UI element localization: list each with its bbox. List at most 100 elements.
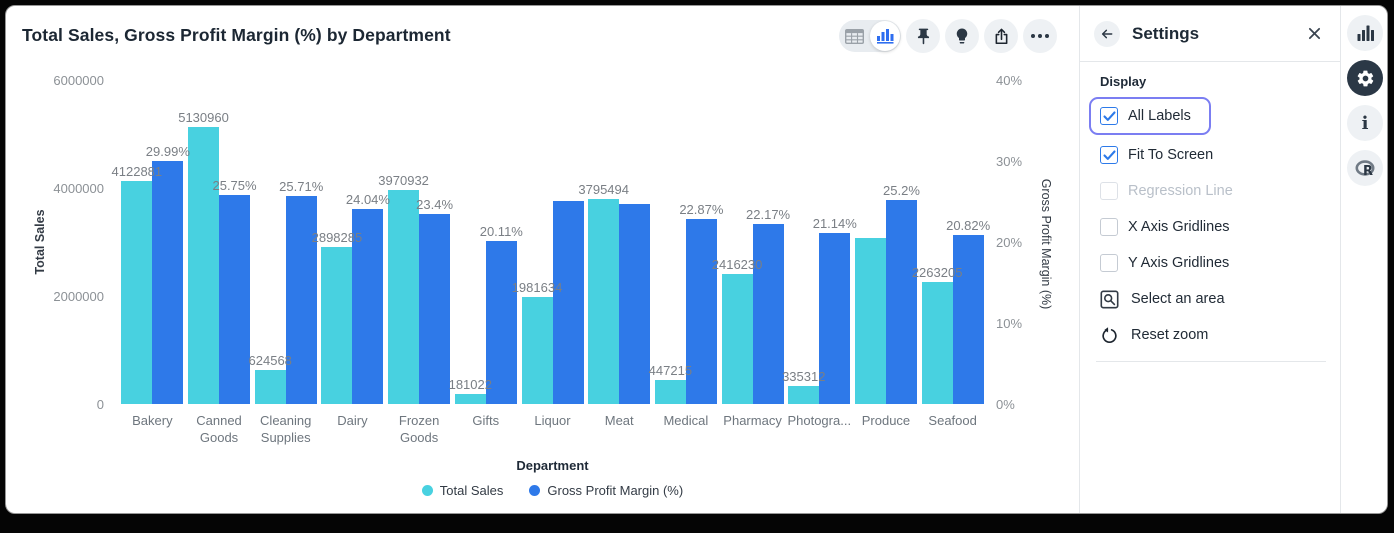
bar-total-sales-medical[interactable] xyxy=(654,379,686,404)
bar-gross-profit-margin-frozen-goods[interactable] xyxy=(419,214,451,404)
unchecked-checkbox[interactable] xyxy=(1100,218,1118,236)
legend-dot xyxy=(529,485,541,496)
export-button[interactable] xyxy=(984,19,1018,53)
bar-gross-profit-margin-medical[interactable] xyxy=(685,218,717,404)
bar-value-label: 335312 xyxy=(782,368,826,384)
bar-gross-profit-margin-seafood[interactable] xyxy=(952,235,984,404)
bar-value-label: 25.75% xyxy=(212,178,257,194)
unchecked-checkbox[interactable] xyxy=(1100,254,1118,272)
more-button[interactable] xyxy=(1023,19,1057,53)
bar-value-label: 5130960 xyxy=(178,109,229,125)
bar-total-sales-cleaning-supplies[interactable] xyxy=(254,370,286,404)
left-axis-title: Total Sales xyxy=(33,209,47,275)
checkbox-label: Fit To Screen xyxy=(1128,147,1214,163)
area-select-icon xyxy=(1100,289,1119,308)
unchecked-checkbox[interactable] xyxy=(1100,182,1118,200)
chart-plot[interactable]: 4122881 29.99% 5130960 25.75% 624568 25.71% 28… xyxy=(6,6,1079,513)
settings-checkbox-list: All Labels Fit To Screen Regression Line X … xyxy=(1089,97,1324,281)
x-axis-label-seafood: Seafood xyxy=(928,413,977,428)
bar-value-label: 181022 xyxy=(448,377,492,393)
x-axis-title: Department xyxy=(516,458,589,473)
rail-button-chart-rail[interactable] xyxy=(1347,15,1383,51)
close-button[interactable] xyxy=(1302,22,1326,46)
bar-value-label: 3970932 xyxy=(378,172,429,188)
checkbox-row-x-axis-gridlines[interactable]: X Axis Gridlines xyxy=(1100,209,1324,245)
checkbox-row-y-axis-gridlines[interactable]: Y Axis Gridlines xyxy=(1100,245,1324,281)
back-button[interactable] xyxy=(1094,20,1120,47)
bar-total-sales-canned-goods[interactable] xyxy=(188,126,220,404)
bar-gross-profit-margin-produce[interactable] xyxy=(885,199,917,404)
x-axis-label-cleaning-supplies: Cleaning Supplies xyxy=(260,413,312,445)
x-axis-label-frozen-goods: Frozen Goods xyxy=(398,413,440,445)
bar-gross-profit-margin-gifts[interactable] xyxy=(485,241,517,404)
right-axis-tick: 30% xyxy=(996,154,1023,169)
right-axis-tick: 0% xyxy=(996,397,1015,412)
checkbox-row-fit-to-screen[interactable]: Fit To Screen xyxy=(1100,137,1324,173)
bar-total-sales-dairy[interactable] xyxy=(321,247,353,404)
insights-button[interactable] xyxy=(945,19,979,53)
rail-button-info[interactable]: i xyxy=(1347,105,1383,141)
rail-button-r-logo[interactable]: R xyxy=(1347,150,1383,186)
table-view-icon[interactable] xyxy=(839,28,870,44)
view-toggle[interactable] xyxy=(839,20,901,52)
settings-gear-icon xyxy=(1357,70,1373,86)
bar-value-label: 21.14% xyxy=(812,215,857,231)
x-axis-label-meat: Meat xyxy=(604,413,634,428)
x-axis-label-gifts: Gifts xyxy=(472,413,500,428)
action-row-reset-zoom[interactable]: Reset zoom xyxy=(1100,317,1324,353)
action-label: Select an area xyxy=(1131,291,1225,307)
chart-toolbar xyxy=(839,19,1057,53)
action-row-select-an-area[interactable]: Select an area xyxy=(1100,281,1324,317)
chart-view-icon[interactable] xyxy=(870,21,900,51)
bar-total-sales-bakery[interactable] xyxy=(121,181,153,404)
settings-body: Display All Labels Fit To Screen Regressio… xyxy=(1080,62,1340,362)
bar-total-sales-meat[interactable] xyxy=(588,199,620,404)
right-axis-tick: 20% xyxy=(996,235,1023,250)
lightbulb-icon xyxy=(956,28,968,44)
left-axis-tick: 6000000 xyxy=(53,73,104,88)
bar-gross-profit-margin-dairy[interactable] xyxy=(352,209,384,404)
check-icon xyxy=(1102,149,1116,160)
checkbox-row-regression-line[interactable]: Regression Line xyxy=(1100,173,1324,209)
bar-total-sales-liquor[interactable] xyxy=(521,296,553,404)
bar-gross-profit-margin-photogra[interactable] xyxy=(819,232,851,404)
checked-checkbox[interactable] xyxy=(1100,107,1118,125)
left-axis-tick: 4000000 xyxy=(53,181,104,196)
checkbox-label: X Axis Gridlines xyxy=(1128,219,1230,235)
bar-total-sales-gifts[interactable] xyxy=(454,394,486,404)
bar-total-sales-pharmacy[interactable] xyxy=(721,273,753,404)
bar-total-sales-produce[interactable] xyxy=(854,238,886,404)
bar-gross-profit-margin-bakery[interactable] xyxy=(152,161,184,404)
bar-total-sales-seafood[interactable] xyxy=(921,281,953,404)
bar-gross-profit-margin-pharmacy[interactable] xyxy=(752,224,784,404)
bar-value-label: 2263205 xyxy=(911,264,963,280)
rail-button-settings-gear[interactable] xyxy=(1347,60,1383,96)
bar-value-label: 2416230 xyxy=(711,256,763,272)
legend-item-gross-profit-margin[interactable]: Gross Profit Margin (%) xyxy=(529,483,683,498)
legend-label: Gross Profit Margin (%) xyxy=(547,483,684,498)
bar-gross-profit-margin-meat[interactable] xyxy=(619,203,651,404)
chart-rail-icon xyxy=(1357,25,1374,41)
reset-zoom-icon xyxy=(1102,326,1117,343)
pin-button[interactable] xyxy=(906,19,940,53)
legend-dot xyxy=(421,485,433,496)
x-axis-label-medical: Medical xyxy=(663,413,709,428)
bar-total-sales-frozen-goods[interactable] xyxy=(388,189,420,404)
close-icon xyxy=(1308,27,1320,40)
info-icon: i xyxy=(1361,112,1369,134)
bar-value-label: 29.99% xyxy=(145,144,190,160)
bar-value-label: 4122881 xyxy=(111,164,163,180)
chart-title: Total Sales, Gross Profit Margin (%) by … xyxy=(22,25,451,45)
legend-item-total-sales[interactable]: Total Sales xyxy=(421,483,503,498)
bar-gross-profit-margin-liquor[interactable] xyxy=(552,201,584,404)
bar-value-label: 22.17% xyxy=(746,207,791,223)
bar-total-sales-photogra[interactable] xyxy=(788,385,820,404)
bar-gross-profit-margin-cleaning-supplies[interactable] xyxy=(285,195,317,404)
bar-gross-profit-margin-canned-goods[interactable] xyxy=(219,195,251,404)
settings-action-list: Select an area Reset zoom xyxy=(1100,281,1324,353)
checked-checkbox[interactable] xyxy=(1100,146,1118,164)
action-label: Reset zoom xyxy=(1131,327,1209,343)
chart-panel: Total Sales, Gross Profit Margin (%) by … xyxy=(6,6,1079,513)
checkbox-row-all-labels[interactable]: All Labels xyxy=(1100,99,1191,133)
